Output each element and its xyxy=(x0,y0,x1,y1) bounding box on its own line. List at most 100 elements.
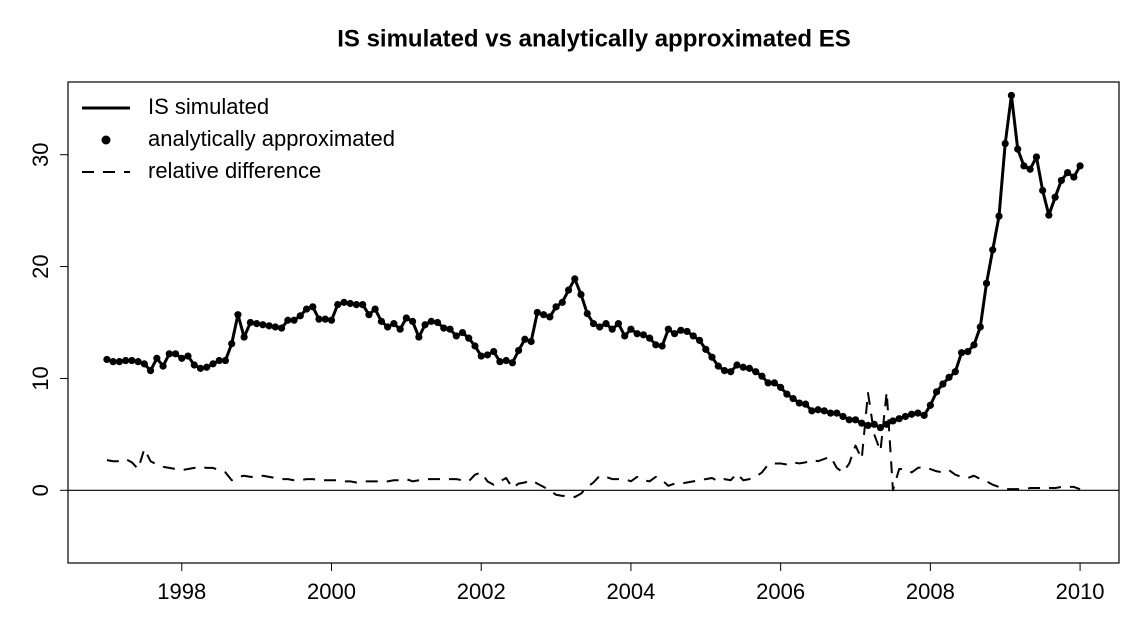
data-point xyxy=(440,324,448,332)
data-point xyxy=(1076,162,1084,170)
data-point xyxy=(808,407,816,415)
data-point xyxy=(639,331,648,339)
x-tick-label: 2004 xyxy=(606,579,655,604)
data-point xyxy=(658,342,666,350)
data-point xyxy=(365,311,373,319)
data-point xyxy=(327,316,336,324)
data-point xyxy=(702,345,710,353)
data-point xyxy=(652,341,660,349)
data-point xyxy=(396,325,404,333)
data-point xyxy=(964,347,972,356)
legend-label: IS simulated xyxy=(148,94,269,119)
data-point xyxy=(271,323,279,331)
data-point xyxy=(826,409,835,417)
data-point xyxy=(664,325,672,333)
data-point xyxy=(265,322,273,330)
data-point xyxy=(203,363,211,371)
data-point xyxy=(995,212,1003,220)
data-point xyxy=(115,358,124,366)
plot-box xyxy=(67,81,1120,564)
y-tick-label: 30 xyxy=(28,142,53,166)
data-point xyxy=(221,356,230,365)
data-point xyxy=(945,373,953,381)
data-point xyxy=(296,312,304,320)
data-point xyxy=(109,358,117,366)
data-point xyxy=(546,313,554,321)
data-point xyxy=(402,314,410,322)
data-point xyxy=(589,320,598,328)
data-point xyxy=(1051,193,1059,201)
data-point xyxy=(128,356,136,365)
data-point xyxy=(483,351,492,359)
data-point xyxy=(621,332,629,340)
data-point xyxy=(789,394,797,403)
data-point xyxy=(284,316,292,324)
data-point xyxy=(209,360,217,368)
data-point xyxy=(683,327,691,336)
data-point xyxy=(502,356,510,365)
data-point xyxy=(795,399,803,407)
data-point xyxy=(733,361,741,369)
data-point xyxy=(858,419,866,427)
data-point xyxy=(352,301,361,309)
data-point xyxy=(614,320,623,328)
x-tick-label: 2008 xyxy=(906,579,955,604)
data-point xyxy=(234,311,242,319)
data-point xyxy=(359,301,367,309)
data-point xyxy=(140,360,148,368)
data-point xyxy=(677,326,685,334)
data-point xyxy=(814,406,822,414)
data-point xyxy=(253,320,261,328)
x-tick-label: 2000 xyxy=(307,579,356,604)
y-tick-label: 10 xyxy=(28,366,53,390)
data-point xyxy=(490,347,498,356)
data-point xyxy=(982,279,991,287)
data-point xyxy=(571,275,579,283)
data-point xyxy=(577,290,585,299)
data-point xyxy=(752,368,760,376)
data-point xyxy=(583,309,591,318)
data-point xyxy=(1014,145,1022,153)
data-point xyxy=(932,388,941,396)
data-point xyxy=(215,356,223,365)
data-point xyxy=(153,354,161,362)
data-point xyxy=(452,332,460,340)
data-point xyxy=(340,298,348,306)
data-point xyxy=(1007,91,1016,100)
data-point xyxy=(1039,186,1047,195)
x-tick-label: 2010 xyxy=(1056,579,1105,604)
data-point xyxy=(1057,176,1065,185)
data-point xyxy=(527,337,535,346)
y-tick-label: 20 xyxy=(28,254,53,278)
data-point xyxy=(122,356,130,365)
data-point xyxy=(496,358,504,366)
data-point xyxy=(1045,211,1053,219)
data-point xyxy=(390,320,398,328)
data-point xyxy=(171,350,180,358)
data-point xyxy=(889,417,897,425)
data-point xyxy=(146,367,155,375)
data-point xyxy=(259,321,267,329)
data-point xyxy=(427,317,435,325)
data-point xyxy=(321,315,329,323)
data-point xyxy=(939,380,947,388)
data-point xyxy=(539,311,548,319)
data-point xyxy=(783,390,791,398)
data-point xyxy=(246,318,255,327)
data-point xyxy=(646,334,654,342)
legend-marker xyxy=(101,135,111,145)
data-point xyxy=(920,411,928,419)
data-point xyxy=(190,361,198,369)
data-point xyxy=(1001,139,1009,148)
data-point xyxy=(633,330,641,338)
data-point xyxy=(277,324,286,332)
data-point xyxy=(970,341,978,349)
data-point xyxy=(720,367,729,375)
data-point xyxy=(334,301,342,309)
x-tick-label: 1998 xyxy=(157,579,206,604)
data-point xyxy=(196,364,205,372)
data-point xyxy=(315,315,323,323)
y-tick-label: 0 xyxy=(28,484,53,496)
x-tick-label: 2006 xyxy=(756,579,805,604)
